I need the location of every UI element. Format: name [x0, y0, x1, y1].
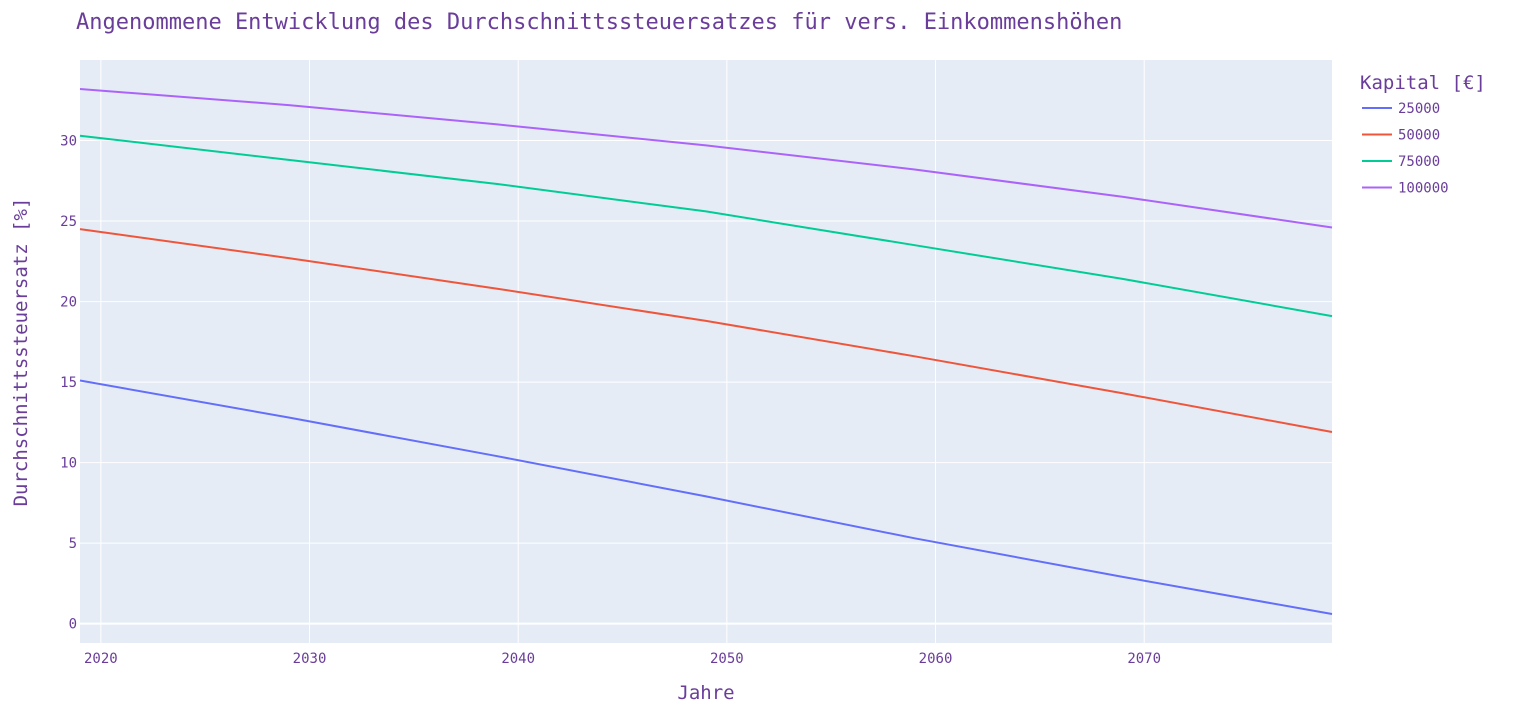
y-tick-label: 25	[60, 214, 77, 230]
y-tick-label: 5	[69, 536, 77, 552]
chart-title: Angenommene Entwicklung des Durchschnitt…	[76, 10, 1122, 35]
x-gridlines	[100, 60, 1145, 643]
series-line-25000	[79, 379, 1333, 615]
plot-area	[80, 60, 1332, 643]
legend-item-100000[interactable]: 100000	[1362, 181, 1449, 197]
legend-label: 25000	[1398, 101, 1440, 117]
x-tick-label: 2020	[84, 651, 118, 667]
x-axis-ticks: 2020 2030 2040 2050 2060 2070	[84, 651, 1161, 667]
legend-title: Kapital [€]	[1360, 72, 1486, 94]
y-tick-label: 10	[60, 456, 77, 472]
x-tick-label: 2050	[710, 651, 744, 667]
x-axis-title: Jahre	[677, 682, 734, 704]
legend-item-25000[interactable]: 25000	[1362, 101, 1440, 117]
x-tick-label: 2040	[501, 651, 535, 667]
series-line-50000	[79, 228, 1333, 433]
y-axis-ticks: 0 5 10 15 20 25 30	[60, 134, 77, 633]
series-line-100000	[79, 88, 1333, 229]
legend-item-75000[interactable]: 75000	[1362, 154, 1440, 170]
y-tick-label: 15	[60, 375, 77, 391]
series-line-75000	[79, 134, 1333, 318]
legend-label: 75000	[1398, 154, 1440, 170]
legend-label: 100000	[1398, 181, 1449, 197]
y-tick-label: 30	[60, 134, 77, 150]
legend[interactable]: Kapital [€] 25000 50000 75000 100000	[1360, 72, 1486, 197]
legend-item-50000[interactable]: 50000	[1362, 128, 1440, 144]
series-lines	[79, 88, 1333, 615]
y-tick-label: 0	[69, 617, 77, 633]
y-tick-label: 20	[60, 295, 77, 311]
y-axis-title: Durchschnittssteuersatz [%]	[10, 198, 32, 507]
x-tick-label: 2070	[1127, 651, 1161, 667]
y-gridlines	[80, 140, 1332, 625]
x-tick-label: 2030	[293, 651, 327, 667]
legend-label: 50000	[1398, 128, 1440, 144]
x-tick-label: 2060	[919, 651, 953, 667]
